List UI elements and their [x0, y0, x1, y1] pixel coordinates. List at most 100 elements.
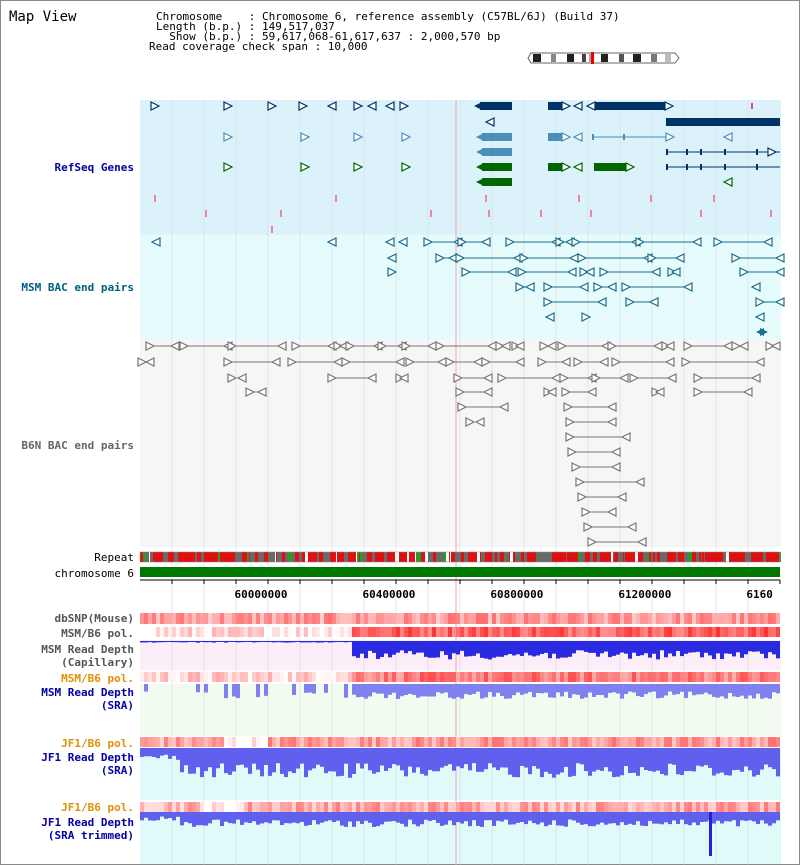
jf1-pol-cell: [664, 802, 668, 812]
jf1-pol-cell: [576, 802, 580, 812]
repeat-segment: [593, 552, 596, 562]
jf1-trim-depth-bar: [284, 812, 288, 824]
msm-pol-cell: [768, 672, 772, 682]
bac-end: [607, 341, 618, 351]
msm-pol-cell: [224, 672, 228, 682]
jf1-pol-cell: [272, 737, 276, 747]
msm-pol-cell: [524, 672, 528, 682]
jf1-pol-cell: [176, 802, 180, 812]
msm-sra-depth-bar: [508, 684, 512, 699]
msm-pol-cell: [368, 627, 372, 637]
jf1-pol-cell: [488, 737, 492, 747]
jf1-trim-depth-bar: [748, 812, 752, 821]
msm-pol-cell: [164, 672, 168, 682]
msm-pol-cell: [752, 672, 756, 682]
msm-pol-cell: [640, 672, 644, 682]
msm-sra-depth-bar: [388, 684, 392, 695]
jf1-pol-cell: [464, 802, 468, 812]
msm-pol-cell: [492, 672, 496, 682]
repeat-segment: [269, 552, 272, 562]
dbsnp-cell: [264, 613, 268, 624]
dbsnp-cell: [696, 613, 700, 624]
chromosome-ideogram[interactable]: [527, 52, 682, 64]
jf1-trim-depth-bar: [256, 812, 260, 825]
msm-cap-depth-bar: [736, 641, 740, 653]
msm-pol-cell: [208, 627, 212, 637]
msm-pol-cell: [460, 672, 464, 682]
jf1-pol-cell: [240, 737, 244, 747]
jf1-pol-cell: [320, 802, 324, 812]
repeat-segment: [146, 552, 149, 562]
jf1-pol-cell: [656, 737, 660, 747]
jf1-pol-cell: [444, 802, 448, 812]
msm-pol-cell: [448, 627, 452, 637]
repeat-segment: [614, 552, 617, 562]
msm-pol-cell: [320, 627, 324, 637]
msm-sra-depth-bar: [356, 684, 360, 698]
msm-cap-depth-bar: [232, 641, 236, 642]
gene-arrow: [366, 101, 377, 111]
msm-pol-cell: [424, 672, 428, 682]
jf1-pol-cell: [308, 802, 312, 812]
repeat-segment: [613, 552, 614, 562]
msm-pol-cell: [468, 627, 472, 637]
strand-arrow: [572, 162, 583, 172]
jf1-pol-cell: [556, 802, 560, 812]
msm-sra-depth-bar: [204, 684, 208, 693]
msm-cap-depth-bar: [372, 641, 376, 653]
repeat-segment: [449, 552, 450, 562]
bac-end: [606, 507, 617, 517]
msm-pol-cell: [248, 672, 252, 682]
snp-tick: [578, 195, 580, 202]
msm-sra-depth-bar: [664, 684, 668, 696]
jf1-pol-cell: [484, 802, 488, 812]
x-tick-label: 60000000: [234, 588, 288, 601]
dbsnp-cell: [356, 613, 360, 624]
msm-pol-cell: [164, 627, 168, 637]
jf1-trim-depth-bar: [644, 812, 648, 827]
jf1-pol-cell: [268, 737, 272, 747]
bac-end: [480, 237, 491, 247]
gene-block: [480, 102, 512, 110]
jf1-pol-cell: [460, 802, 464, 812]
jf1-pol-cell: [508, 802, 512, 812]
repeat-segment: [578, 552, 581, 562]
msm-cap-depth-bar: [284, 641, 288, 643]
msm-pol-cell: [592, 672, 596, 682]
repeat-segment: [220, 552, 222, 562]
repeat-segment: [430, 552, 433, 562]
msm-pol-cell: [180, 627, 184, 637]
msm-pol-cell: [404, 672, 408, 682]
msm-cap-depth-bar: [180, 641, 184, 643]
jf1-pol-cell: [764, 737, 768, 747]
jf1-sra-depth-bar: [708, 748, 712, 768]
msm-pol-cell: [540, 627, 544, 637]
msm-pol-cell: [356, 627, 360, 637]
bac-end: [227, 341, 238, 351]
bac-end: [332, 357, 343, 367]
repeat-segment: [638, 552, 642, 562]
jf1-pol-cell: [164, 737, 168, 747]
dbsnp-cell: [684, 613, 688, 624]
msm-pol-cell: [372, 672, 376, 682]
jf1-trim-depth-bar: [412, 812, 416, 825]
jf1-pol-cell: [748, 802, 752, 812]
jf1-trim-depth-bar: [144, 812, 148, 818]
msm-pol-cell: [688, 627, 692, 637]
msm-sra-depth-bar: [612, 684, 616, 693]
jf1-pol-cell: [668, 802, 672, 812]
msm-pol-cell: [704, 627, 708, 637]
jf1-sra-depth-bar: [704, 748, 708, 766]
bac-end: [563, 402, 574, 412]
msm-pol-cell: [504, 672, 508, 682]
jf1-trim-depth-bar: [532, 812, 536, 824]
jf1-sra-depth-bar: [608, 748, 612, 772]
msm-cap-depth-bar: [172, 641, 176, 643]
bac-end: [664, 357, 675, 367]
jf1-sra-depth-bar: [568, 748, 572, 777]
jf1-pol-cell: [240, 802, 244, 812]
msm-sra-depth-bar: [484, 684, 488, 698]
repeat-segment: [428, 552, 430, 562]
msm-pol-cell: [516, 627, 520, 637]
